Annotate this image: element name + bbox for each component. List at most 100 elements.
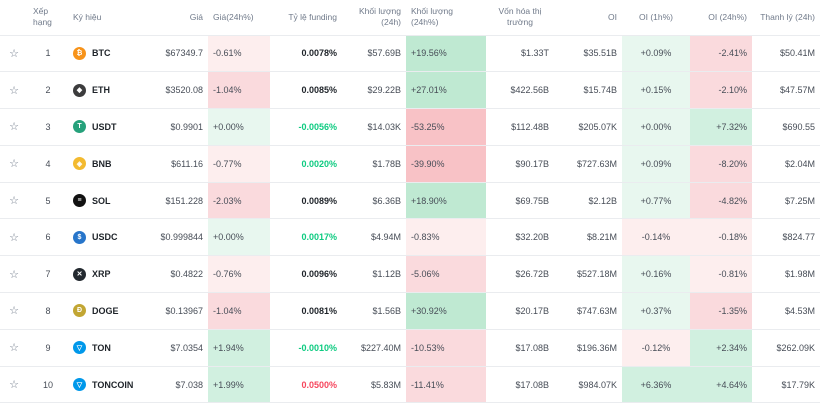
table-row[interactable]: ☆ 4 ◈ BNB $611.16 -0.77% 0.0020% $1.78B -39.90% $… [0, 145, 820, 183]
liquidation-cell: $7.25M [752, 182, 820, 220]
price-cell: $611.16 [136, 145, 208, 183]
star-icon[interactable]: ☆ [9, 158, 19, 171]
mcap-header[interactable]: Vốn hóa thị trường [486, 0, 554, 36]
sol-icon: ≡ [73, 194, 86, 208]
symbol-label: TONCOIN [92, 379, 134, 390]
rank-header[interactable]: Xếp hạng [28, 0, 68, 36]
price-change-header[interactable]: Giá(24h%) [208, 0, 270, 36]
mcap-cell: $112.48B [486, 108, 554, 146]
liquidation-cell: $1.98M [752, 255, 820, 294]
price-header[interactable]: Giá [136, 0, 208, 36]
table-header-row: Xếp hạng Ký hiệu Giá Giá(24h%) Tỷ lệ fun… [0, 0, 820, 36]
symbol-cell[interactable]: T USDT [68, 108, 136, 146]
volume-cell: $5.83M [342, 366, 406, 403]
symbol-cell[interactable]: ₿ BTC [68, 35, 136, 73]
funding-header[interactable]: Tỷ lệ funding [270, 0, 342, 36]
oi-1h-cell: +0.15% [622, 71, 690, 110]
symbol-cell[interactable]: Ð DOGE [68, 292, 136, 330]
mcap-cell: $422.56B [486, 71, 554, 110]
oi-24h-header[interactable]: OI (24h%) [690, 0, 752, 36]
table-row[interactable]: ☆ 5 ≡ SOL $151.228 -2.03% 0.0089% $6.36B +18.90%… [0, 182, 820, 220]
oi-24h-cell: -0.18% [690, 218, 752, 257]
table-row[interactable]: ☆ 10 ▽ TONCOIN $7.038 +1.99% 0.0500% $5.83M -11.… [0, 366, 820, 403]
symbol-label: BNB [92, 158, 112, 169]
oi-1h-cell: +6.36% [622, 366, 690, 403]
price-cell: $7.038 [136, 366, 208, 403]
price-change-cell: -0.77% [208, 145, 270, 183]
oi-1h-header[interactable]: OI (1h%) [622, 0, 690, 36]
symbol-cell[interactable]: ◈ BNB [68, 145, 136, 183]
volume-change-cell: +19.56% [406, 35, 486, 73]
mcap-cell: $90.17B [486, 145, 554, 183]
table-row[interactable]: ☆ 1 ₿ BTC $67349.7 -0.61% 0.0078% $57.69B +19.56… [0, 35, 820, 73]
funding-cell: 0.0017% [270, 218, 342, 257]
star-icon[interactable]: ☆ [9, 121, 19, 134]
price-change-cell: -0.76% [208, 255, 270, 294]
funding-cell: -0.0010% [270, 329, 342, 367]
usdc-icon: $ [73, 230, 86, 244]
star-icon[interactable]: ☆ [9, 84, 19, 97]
table-row[interactable]: ☆ 9 ▽ TON $7.0354 +1.94% -0.0010% $227.40M -10.5… [0, 329, 820, 367]
symbol-cell[interactable]: ▽ TONCOIN [68, 366, 136, 403]
mcap-cell: $20.17B [486, 292, 554, 330]
oi-cell: $8.21M [554, 218, 622, 257]
liquidation-cell: $17.79K [752, 366, 820, 403]
oi-cell: $2.12B [554, 182, 622, 220]
oi-1h-cell: +0.16% [622, 255, 690, 294]
volume-cell: $14.03K [342, 108, 406, 146]
liquidation-cell: $690.55 [752, 108, 820, 146]
funding-cell: -0.0056% [270, 108, 342, 146]
star-icon[interactable]: ☆ [9, 231, 19, 244]
oi-cell: $196.36M [554, 329, 622, 367]
table-row[interactable]: ☆ 7 ✕ XRP $0.4822 -0.76% 0.0096% $1.12B -5.06% $2… [0, 255, 820, 294]
star-icon[interactable]: ☆ [9, 305, 19, 318]
oi-1h-cell: -0.12% [622, 329, 690, 367]
liquidation-header[interactable]: Thanh lý (24h) [752, 0, 820, 36]
volume-change-cell: -5.06% [406, 255, 486, 294]
star-icon[interactable]: ☆ [9, 268, 19, 281]
volume-cell: $57.69B [342, 35, 406, 73]
volume-change-cell: -0.83% [406, 218, 486, 257]
symbol-cell[interactable]: $ USDC [68, 218, 136, 257]
rank-cell: 1 [28, 35, 68, 73]
funding-cell: 0.0096% [270, 255, 342, 294]
symbol-cell[interactable]: ✕ XRP [68, 255, 136, 294]
price-change-cell: -2.03% [208, 182, 270, 220]
symbol-cell[interactable]: ≡ SOL [68, 182, 136, 220]
funding-cell: 0.0081% [270, 292, 342, 330]
star-icon[interactable]: ☆ [9, 342, 19, 355]
table-row[interactable]: ☆ 2 ◆ ETH $3520.08 -1.04% 0.0085% $29.22B +27.01… [0, 71, 820, 110]
table-row[interactable]: ☆ 8 Ð DOGE $0.13967 -1.04% 0.0081% $1.56B +30.92… [0, 292, 820, 330]
volume-change-cell: -11.41% [406, 366, 486, 403]
oi-header[interactable]: OI [554, 0, 622, 36]
liquidation-cell: $262.09K [752, 329, 820, 367]
symbol-cell[interactable]: ▽ TON [68, 329, 136, 367]
volume-change-header[interactable]: Khối lượng (24h%) [406, 0, 486, 36]
ton-icon: ▽ [73, 341, 86, 355]
symbol-header[interactable]: Ký hiệu [68, 0, 136, 36]
oi-1h-cell: -0.14% [622, 218, 690, 257]
symbol-label: USDC [92, 232, 118, 243]
oi-24h-cell: +7.32% [690, 108, 752, 146]
volume-cell: $1.12B [342, 255, 406, 294]
table-row[interactable]: ☆ 3 T USDT $0.9901 +0.00% -0.0056% $14.03K -53.2… [0, 108, 820, 146]
oi-24h-cell: +4.64% [690, 366, 752, 403]
star-icon[interactable]: ☆ [9, 47, 19, 60]
symbol-label: DOGE [92, 305, 119, 316]
oi-cell: $35.51B [554, 35, 622, 73]
volume-change-cell: -53.25% [406, 108, 486, 146]
volume-change-cell: -10.53% [406, 329, 486, 367]
star-icon[interactable]: ☆ [9, 195, 19, 208]
star-icon[interactable]: ☆ [9, 379, 19, 392]
symbol-cell[interactable]: ◆ ETH [68, 71, 136, 110]
table-row[interactable]: ☆ 6 $ USDC $0.999844 +0.00% 0.0017% $4.94M -0.83… [0, 218, 820, 257]
price-cell: $67349.7 [136, 35, 208, 73]
volume-header[interactable]: Khối lượng (24h) [342, 0, 406, 36]
price-cell: $151.228 [136, 182, 208, 220]
price-change-cell: +0.00% [208, 108, 270, 146]
oi-cell: $747.63M [554, 292, 622, 330]
funding-cell: 0.0020% [270, 145, 342, 183]
eth-icon: ◆ [73, 83, 86, 97]
oi-cell: $15.74B [554, 71, 622, 110]
